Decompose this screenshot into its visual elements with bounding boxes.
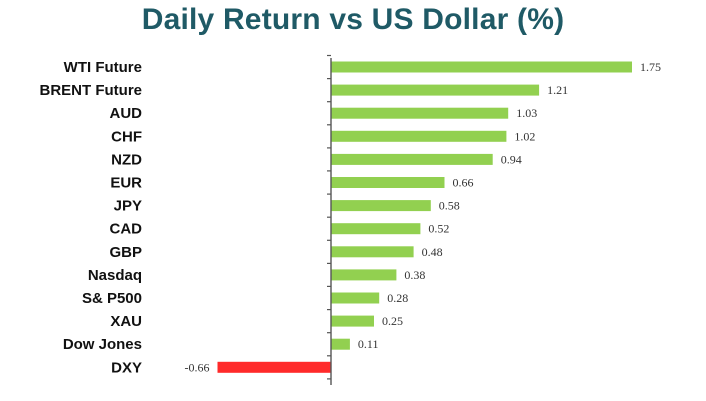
value-label-12: 0.11: [358, 337, 379, 351]
category-label-11: XAU: [110, 313, 142, 330]
bar-2: [331, 107, 509, 119]
value-label-6: 0.58: [439, 199, 460, 213]
bar-5: [331, 177, 445, 188]
value-label-4: 0.94: [501, 152, 522, 166]
category-label-1: BRENT Future: [40, 82, 143, 99]
bar-0: [331, 61, 632, 73]
category-label-5: EUR: [110, 175, 142, 192]
axis-layer: [327, 54, 332, 385]
category-label-0: WTI Future: [64, 59, 142, 76]
category-label-12: Dow Jones: [63, 336, 142, 353]
value-label-1: 1.21: [547, 83, 568, 97]
bar-6: [331, 200, 431, 212]
bar-1: [331, 84, 540, 96]
value-label-0: 1.75: [640, 60, 661, 74]
bar-13: [217, 361, 331, 373]
category-label-10: S& P500: [82, 290, 142, 307]
category-label-8: GBP: [109, 244, 142, 261]
bar-7: [331, 223, 421, 235]
value-label-7: 0.52: [428, 222, 449, 236]
category-label-2: AUD: [110, 105, 143, 122]
value-label-9: 0.38: [404, 268, 425, 282]
bar-8: [331, 246, 414, 258]
value-label-10: 0.28: [387, 291, 408, 305]
bar-10: [331, 292, 380, 304]
category-label-9: Nasdaq: [88, 267, 142, 284]
value-label-8: 0.48: [422, 245, 443, 259]
labels-layer: WTI Future 1.75 BRENT Future 1.21 AUD 1.03 CHF…: [40, 59, 662, 376]
chart-title: Daily Return vs US Dollar (%): [141, 3, 565, 36]
value-label-3: 1.02: [514, 129, 535, 143]
category-label-3: CHF: [111, 128, 142, 145]
category-label-6: JPY: [114, 198, 142, 215]
bar-12: [331, 338, 350, 350]
value-label-13: -0.66: [185, 360, 210, 374]
value-label-11: 0.25: [382, 314, 403, 328]
bar-3: [331, 130, 507, 142]
bar-11: [331, 315, 374, 327]
category-label-7: CAD: [110, 221, 143, 238]
value-label-5: 0.66: [453, 176, 474, 190]
bar-4: [331, 153, 493, 165]
bar-9: [331, 269, 397, 281]
category-label-4: NZD: [111, 151, 142, 168]
value-label-2: 1.03: [516, 106, 537, 120]
category-label-13: DXY: [111, 359, 142, 376]
bars-layer: [217, 61, 632, 373]
